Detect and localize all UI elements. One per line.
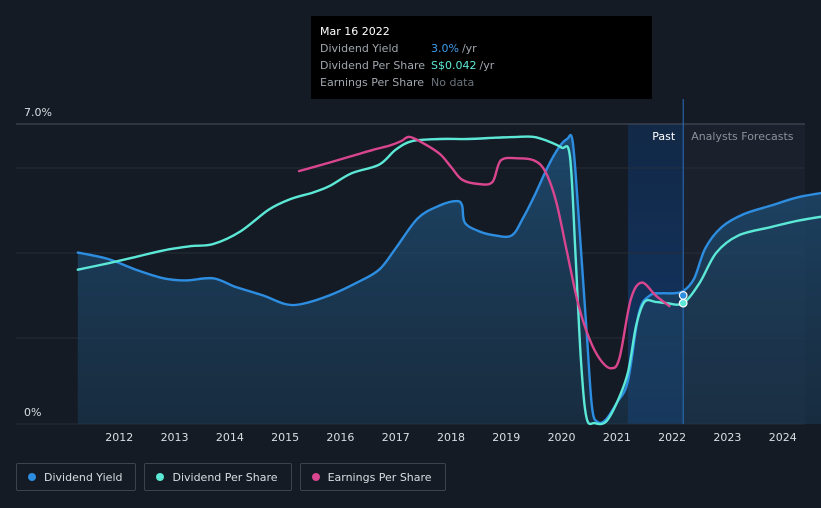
legend-dot-icon [311, 473, 320, 481]
x-tick-label: 2022 [658, 431, 686, 444]
legend-earnings-per-share[interactable]: Earnings Per Share [299, 463, 446, 491]
dividend-yield-area [77, 135, 821, 424]
series-markers [678, 291, 688, 308]
earnings-per-share-line [297, 135, 671, 370]
dividend-per-share-line [76, 135, 821, 426]
legend-label: Dividend Yield [44, 470, 123, 484]
tooltip-value: 3.0% [431, 42, 459, 55]
tooltip-unit: /yr [461, 42, 477, 55]
legend-dot-icon [28, 473, 36, 481]
x-tick-label: 2024 [769, 431, 797, 444]
legend-label: Dividend Per Share [172, 470, 278, 484]
tooltip-date: Mar 16 2022 [320, 25, 390, 38]
legend-dot-icon [156, 473, 165, 481]
legend-label: Earnings Per Share [327, 470, 432, 484]
x-tick-label: 2016 [326, 431, 354, 444]
x-tick-label: 2021 [603, 431, 631, 444]
tooltip-label: Earnings Per Share [320, 76, 425, 89]
dividend-per-share-marker [678, 298, 688, 308]
tooltip-label: Dividend Per Share [320, 59, 426, 72]
legend: Dividend Yield Dividend Per Share Earnin… [16, 463, 446, 491]
x-tick-label: 2015 [271, 431, 299, 444]
legend-dividend-yield[interactable]: Dividend Yield [16, 463, 137, 491]
x-tick-label: 2017 [382, 431, 410, 444]
x-tick-label: 2018 [437, 431, 465, 444]
x-axis-ticks: 2012 2013 2014 2015 2016 2017 2018 2019 2020 2021… [105, 431, 796, 444]
tooltip-row-eps: Earnings Per Share No data [320, 74, 643, 91]
tooltip-value: S$0.042 [431, 59, 477, 72]
x-tick-label: 2019 [492, 431, 520, 444]
x-tick-label: 2020 [548, 431, 576, 444]
x-tick-label: 2013 [161, 431, 189, 444]
tooltip-row-dps: Dividend Per Share S$0.042 /yr [320, 57, 643, 74]
tooltip-unit: /yr [479, 59, 495, 72]
tooltip-label: Dividend Yield [320, 42, 399, 55]
past-region-label: Past [652, 130, 676, 143]
x-tick-label: 2012 [105, 431, 133, 444]
series-lines [76, 133, 821, 426]
x-tick-label: 2023 [713, 431, 741, 444]
forecast-region-label: Analysts Forecasts [691, 130, 794, 143]
x-tick-label: 2014 [216, 431, 244, 444]
y-axis-max-label: 7.0% [24, 106, 52, 119]
dividend-yield-marker [678, 291, 688, 300]
dividend-yield-line [76, 133, 821, 425]
legend-dividend-per-share[interactable]: Dividend Per Share [144, 463, 292, 491]
tooltip-row-yield: Dividend Yield 3.0% /yr [320, 40, 643, 57]
y-axis-min-label: 0% [24, 406, 41, 419]
tooltip-value: No data [431, 76, 475, 89]
tooltip: Mar 16 2022 Dividend Yield 3.0% /yr Divi… [311, 16, 652, 99]
